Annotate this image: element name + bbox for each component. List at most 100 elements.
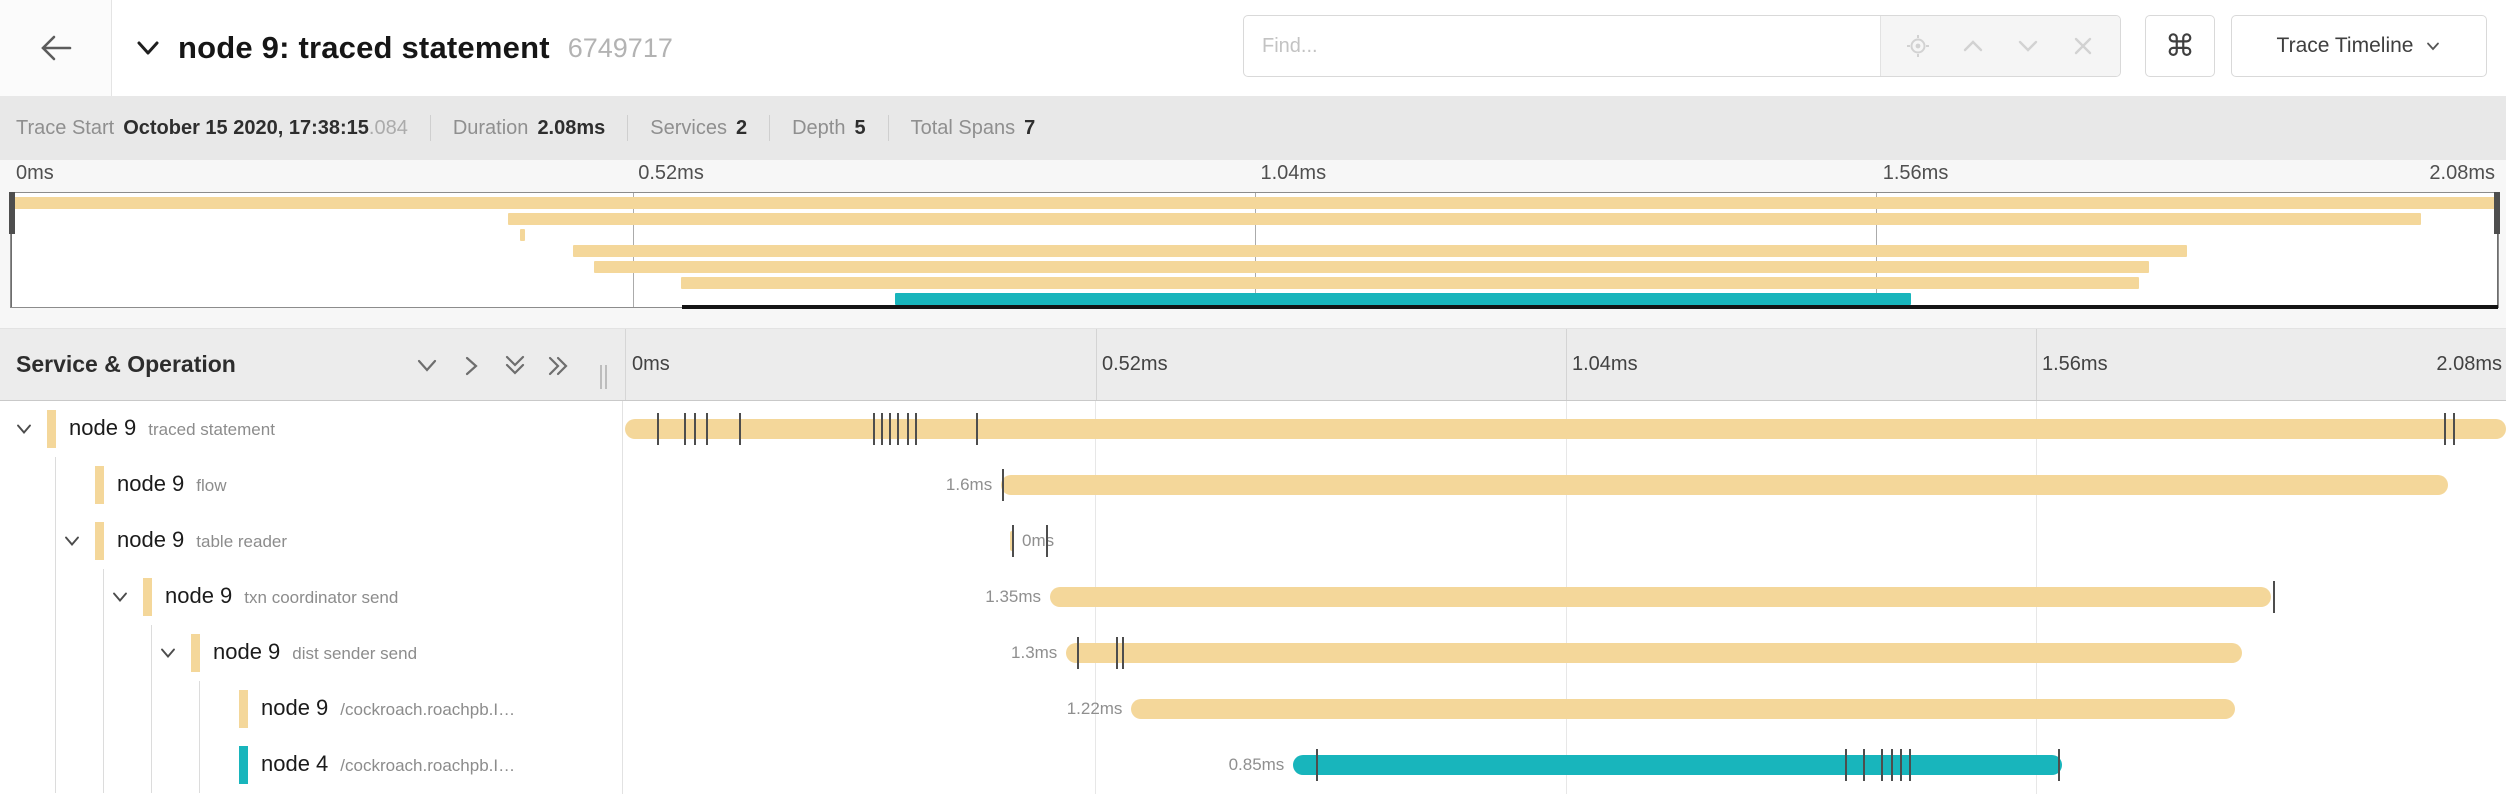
span-log-marker[interactable] [706, 413, 709, 445]
span-toggle-chevron[interactable] [13, 418, 35, 440]
span-bar[interactable] [625, 419, 2506, 439]
clear-find-icon[interactable] [2065, 28, 2101, 64]
span-bar[interactable] [1066, 643, 2242, 663]
span-row: node 9 table reader 0ms [0, 513, 2506, 569]
axis-tick-label: 0ms [632, 353, 670, 375]
indent-guide [55, 513, 56, 569]
span-name-cell[interactable]: node 9 txn coordinator send [0, 569, 622, 625]
span-log-marker[interactable] [897, 413, 900, 445]
operation-name: traced statement [148, 420, 275, 439]
span-log-marker[interactable] [1011, 525, 1014, 557]
span-log-marker[interactable] [872, 413, 875, 445]
span-log-marker[interactable] [1909, 749, 1912, 781]
summary-label: Duration [452, 116, 529, 139]
span-log-marker[interactable] [2444, 413, 2447, 445]
trace-title-toggle[interactable]: node 9: traced statement 6749717 [134, 0, 673, 96]
span-log-marker[interactable] [1862, 749, 1865, 781]
operation-name: dist sender send [292, 644, 418, 663]
column-resizer[interactable] [600, 365, 612, 389]
span-log-marker[interactable] [1002, 469, 1004, 501]
viewport-scrubber-right[interactable] [2494, 192, 2500, 234]
expand-one-button[interactable] [456, 351, 486, 381]
axis-tick-label: 2.08ms [2436, 353, 2502, 375]
span-log-marker[interactable] [1115, 637, 1118, 669]
span-name-cell[interactable]: node 9 dist sender send [0, 625, 622, 681]
service-color-strip [239, 690, 248, 728]
trace-id: 6749717 [567, 32, 673, 63]
service-name: node 9 table reader [117, 527, 288, 552]
span-log-marker[interactable] [2273, 581, 2276, 613]
minimap-span-bar [508, 213, 2422, 225]
expand-all-button[interactable] [544, 351, 574, 381]
span-log-marker[interactable] [738, 413, 741, 445]
span-bar[interactable] [1050, 587, 2271, 607]
span-name-cell[interactable]: node 9 flow [0, 457, 622, 513]
gridline [2036, 329, 2037, 400]
collapse-all-button[interactable] [500, 351, 530, 381]
indent-guide [199, 737, 200, 793]
span-log-marker[interactable] [2452, 413, 2455, 445]
locate-icon[interactable] [1900, 28, 1936, 64]
span-log-marker[interactable] [1077, 637, 1080, 669]
summary-value: 5 [854, 116, 866, 139]
span-track: 1.22ms [625, 681, 2506, 737]
span-toggle-chevron[interactable] [61, 530, 83, 552]
summary-item: Total Spans 7 [911, 117, 1036, 140]
summary-item: Depth 5 [792, 117, 866, 140]
span-log-marker[interactable] [1315, 749, 1318, 781]
collapse-one-button[interactable] [412, 351, 442, 381]
span-duration-label: 1.35ms [985, 587, 1042, 606]
span-bar[interactable] [1293, 755, 2062, 775]
span-log-marker[interactable] [880, 413, 883, 445]
summary-divider [769, 115, 771, 141]
span-name-cell[interactable]: node 9 traced statement [0, 401, 622, 457]
column-divider [622, 401, 623, 794]
span-log-marker[interactable] [915, 413, 918, 445]
viewport-scrubber-line-right [2497, 193, 2498, 307]
indent-guide [103, 569, 104, 625]
indent-guide [55, 569, 56, 625]
back-button[interactable] [0, 0, 112, 96]
indent-guide [151, 681, 152, 737]
span-log-marker[interactable] [1046, 525, 1049, 557]
span-log-marker[interactable] [1881, 749, 1883, 781]
span-log-marker[interactable] [656, 413, 659, 445]
span-log-marker[interactable] [683, 413, 686, 445]
span-log-marker[interactable] [1900, 749, 1902, 781]
minimap-canvas[interactable] [9, 192, 2500, 309]
span-log-marker[interactable] [2058, 749, 2061, 781]
find-input[interactable] [1244, 16, 1880, 76]
span-name-cell[interactable]: node 4/cockroach.roachpb.I… [0, 737, 622, 793]
service-color-strip [95, 522, 104, 560]
span-row: node 9 traced statement [0, 401, 2506, 457]
span-toggle-chevron[interactable] [109, 586, 131, 608]
span-log-marker[interactable] [1890, 749, 1893, 781]
span-duration-label: 1.3ms [1011, 643, 1058, 662]
span-name-cell[interactable]: node 9 table reader [0, 513, 622, 569]
span-log-marker[interactable] [975, 413, 978, 445]
viewport-scrubber-left[interactable] [9, 192, 15, 234]
summary-value: 7 [1024, 116, 1036, 139]
find-prev-icon[interactable] [1955, 28, 1991, 64]
span-log-marker[interactable] [888, 413, 891, 445]
span-log-marker[interactable] [1844, 749, 1847, 781]
minimap-span-bar [594, 261, 2149, 273]
indent-guide [55, 457, 56, 513]
view-selector-dropdown[interactable]: Trace Timeline [2231, 15, 2487, 77]
span-log-marker[interactable] [907, 413, 910, 445]
summary-item: Duration 2.08ms [453, 117, 605, 140]
trace-summary-bar: Trace Start October 15 2020, 17:38:15.084… [0, 96, 2506, 160]
span-bar[interactable] [1131, 699, 2235, 719]
indent-guide [103, 625, 104, 681]
span-log-marker[interactable] [1122, 637, 1125, 669]
span-bar[interactable] [1001, 475, 2449, 495]
summary-item: Trace Start October 15 2020, 17:38:15.084 [16, 117, 408, 140]
span-track [625, 401, 2506, 457]
span-name-cell[interactable]: node 9/cockroach.roachpb.I… [0, 681, 622, 737]
find-next-icon[interactable] [2010, 28, 2046, 64]
summary-value: October 15 2020, 17:38:15.084 [123, 116, 408, 139]
keyboard-shortcuts-button[interactable]: ⌘ [2145, 15, 2215, 77]
span-toggle-chevron[interactable] [157, 642, 179, 664]
summary-label: Total Spans [910, 116, 1016, 139]
span-log-marker[interactable] [693, 413, 696, 445]
